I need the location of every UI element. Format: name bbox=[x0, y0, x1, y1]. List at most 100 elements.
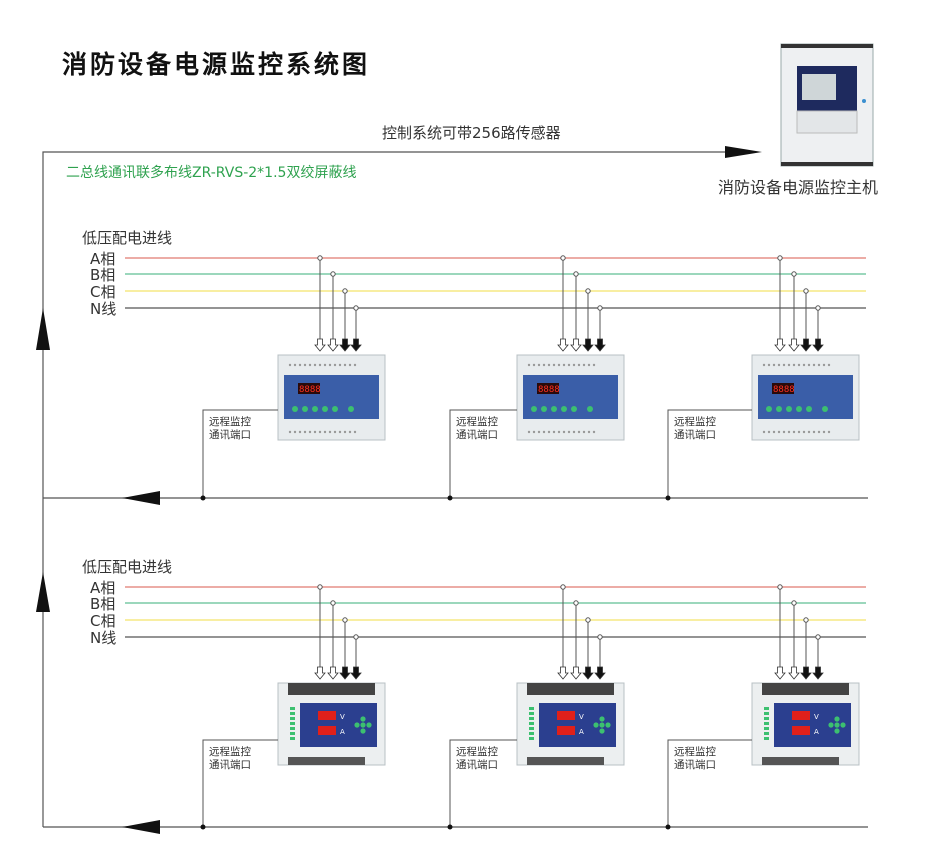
terminal bbox=[353, 363, 357, 367]
keypad-button[interactable] bbox=[599, 716, 605, 722]
host-cabinet[interactable] bbox=[780, 43, 874, 167]
distribution-group: 低压配电进线A相B相C相N线8888远程监控通讯端口8888远程监控通讯端口88… bbox=[82, 229, 866, 501]
phase-label: B相 bbox=[90, 595, 115, 613]
terminal bbox=[812, 430, 816, 434]
keypad-button[interactable] bbox=[360, 722, 366, 728]
tap-node bbox=[803, 617, 809, 623]
terminal bbox=[582, 363, 586, 367]
terminal bbox=[527, 363, 531, 367]
tap-node bbox=[317, 584, 323, 590]
arrow-down-icon bbox=[557, 666, 569, 680]
status-led bbox=[764, 732, 769, 735]
tap-node bbox=[815, 305, 821, 311]
keypad-button[interactable] bbox=[834, 728, 840, 734]
device-button[interactable] bbox=[302, 406, 308, 412]
terminal-strip bbox=[288, 683, 375, 695]
device-button[interactable] bbox=[541, 406, 547, 412]
tap-node bbox=[597, 305, 603, 311]
tap-node bbox=[791, 271, 797, 277]
device-button[interactable] bbox=[348, 406, 354, 412]
terminal bbox=[777, 363, 781, 367]
keypad-button[interactable] bbox=[834, 722, 840, 728]
device-button[interactable] bbox=[332, 406, 338, 412]
terminal bbox=[797, 430, 801, 434]
device-button[interactable] bbox=[571, 406, 577, 412]
status-led bbox=[290, 732, 295, 735]
terminal bbox=[822, 430, 826, 434]
port-label-line2: 通讯端口 bbox=[209, 428, 251, 441]
arrow-left-icon bbox=[122, 491, 160, 505]
device-button[interactable] bbox=[531, 406, 537, 412]
tap-node bbox=[573, 271, 579, 277]
status-led bbox=[764, 717, 769, 720]
terminal bbox=[572, 363, 576, 367]
port-label-line2: 通讯端口 bbox=[674, 428, 716, 441]
terminal bbox=[547, 363, 551, 367]
bus-junction bbox=[447, 495, 453, 501]
keypad-button[interactable] bbox=[599, 722, 605, 728]
device-button[interactable] bbox=[551, 406, 557, 412]
device-button[interactable] bbox=[776, 406, 782, 412]
terminal bbox=[298, 430, 302, 434]
device-button[interactable] bbox=[786, 406, 792, 412]
terminal-strip bbox=[288, 757, 365, 765]
status-led bbox=[764, 727, 769, 730]
keypad-button[interactable] bbox=[360, 716, 366, 722]
keypad-button[interactable] bbox=[360, 728, 366, 734]
current-display bbox=[557, 726, 575, 735]
keypad-button[interactable] bbox=[605, 722, 611, 728]
keypad-button[interactable] bbox=[828, 722, 834, 728]
status-led bbox=[529, 707, 534, 710]
device-button[interactable] bbox=[322, 406, 328, 412]
device-button[interactable] bbox=[796, 406, 802, 412]
device-button[interactable] bbox=[312, 406, 318, 412]
tap-node bbox=[317, 255, 323, 261]
keypad-button[interactable] bbox=[366, 722, 372, 728]
status-led bbox=[529, 717, 534, 720]
tap-node bbox=[815, 634, 821, 640]
arrow-down-icon bbox=[788, 666, 800, 680]
diagram-title: 消防设备电源监控系统图 bbox=[62, 50, 370, 79]
terminal bbox=[348, 363, 352, 367]
device-panel bbox=[284, 375, 379, 419]
terminal bbox=[293, 363, 297, 367]
terminal bbox=[313, 363, 317, 367]
tap-node bbox=[330, 600, 336, 606]
terminal bbox=[782, 430, 786, 434]
device-button[interactable] bbox=[822, 406, 828, 412]
terminal bbox=[323, 430, 327, 434]
current-unit: A bbox=[340, 728, 345, 736]
port-label-line1: 远程监控 bbox=[209, 745, 251, 758]
keypad-button[interactable] bbox=[599, 728, 605, 734]
device-button[interactable] bbox=[561, 406, 567, 412]
device-button[interactable] bbox=[766, 406, 772, 412]
port-wire bbox=[449, 409, 517, 498]
terminal bbox=[807, 430, 811, 434]
terminal bbox=[537, 430, 541, 434]
terminal bbox=[572, 430, 576, 434]
terminal bbox=[532, 430, 536, 434]
keypad-button[interactable] bbox=[354, 722, 360, 728]
keypad-button[interactable] bbox=[840, 722, 846, 728]
terminal bbox=[787, 430, 791, 434]
port-wire bbox=[202, 739, 278, 827]
terminal-strip bbox=[762, 683, 849, 695]
device-button[interactable] bbox=[587, 406, 593, 412]
bus-junction bbox=[665, 824, 671, 830]
phase-label: A相 bbox=[90, 579, 115, 597]
terminal bbox=[343, 363, 347, 367]
keypad-button[interactable] bbox=[593, 722, 599, 728]
keypad-button[interactable] bbox=[834, 716, 840, 722]
device-button[interactable] bbox=[292, 406, 298, 412]
led-display bbox=[298, 383, 320, 394]
terminal bbox=[333, 363, 337, 367]
status-led bbox=[529, 722, 534, 725]
device-button[interactable] bbox=[806, 406, 812, 412]
arrow-down-icon bbox=[788, 338, 800, 352]
